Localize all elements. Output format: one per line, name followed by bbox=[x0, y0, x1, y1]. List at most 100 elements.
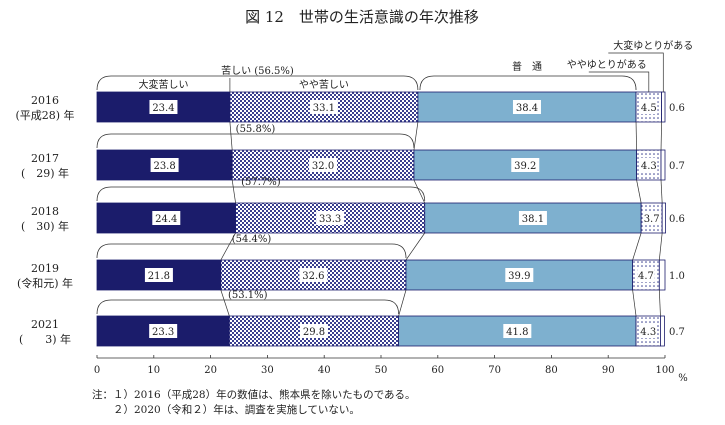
value-label-4-2017: 4.3 bbox=[641, 161, 657, 172]
category-era-2019: (令和元) 年 bbox=[17, 276, 73, 290]
value-label-3-2018: 38.1 bbox=[522, 214, 544, 225]
legend-series-1: 大変苦しい bbox=[138, 78, 188, 91]
value-label-2-2018: 33.3 bbox=[319, 214, 341, 225]
plot-area: 23.4 33.1 38.4 4.5 0.6 2016(平成28) 年 23.8 32.0 39… bbox=[15, 39, 693, 384]
connector-line bbox=[658, 232, 663, 261]
value-label-1-2016: 23.4 bbox=[152, 103, 174, 114]
connector-line bbox=[632, 289, 637, 317]
value-label-3-2019: 39.9 bbox=[508, 271, 530, 282]
value-label-box-3-2018 bbox=[518, 211, 547, 225]
brace-kurushii-2019 bbox=[96, 243, 407, 259]
value-label-3-2021: 41.8 bbox=[506, 327, 528, 338]
x-tick-label-80: 80 bbox=[545, 365, 558, 376]
value-label-box-3-2017 bbox=[511, 158, 540, 172]
x-axis-unit: % bbox=[678, 373, 688, 384]
value-label-box-2-2016 bbox=[309, 100, 338, 114]
brace-kurushii-2018 bbox=[96, 186, 426, 202]
value-label-3-2017: 39.2 bbox=[514, 161, 536, 172]
value-label-4-2018: 3.7 bbox=[644, 214, 660, 225]
x-tick-label-90: 90 bbox=[602, 365, 615, 376]
connector-line bbox=[405, 232, 426, 261]
value-label-1-2021: 23.3 bbox=[152, 327, 174, 338]
value-label-4-2019: 4.7 bbox=[638, 271, 654, 282]
x-tick-label-40: 40 bbox=[318, 365, 331, 376]
value-label-box-1-2017 bbox=[150, 158, 179, 172]
value-label-4-2021: 4.3 bbox=[640, 327, 656, 338]
value-label-5-2016: 0.6 bbox=[669, 103, 685, 114]
legend-series-2: やや苦しい bbox=[299, 78, 349, 91]
value-label-2-2016: 33.1 bbox=[313, 103, 335, 114]
legend-series-3: 普 通 bbox=[512, 60, 542, 73]
brace-kurushii-2021 bbox=[96, 299, 400, 315]
category-era-2016: (平成28) 年 bbox=[15, 108, 74, 122]
brace-kurushii-2017 bbox=[96, 133, 415, 149]
value-label-4-2016: 4.5 bbox=[641, 103, 657, 114]
x-tick-label-50: 50 bbox=[375, 365, 388, 376]
value-label-box-4-2019 bbox=[637, 268, 655, 282]
x-tick-label-30: 30 bbox=[261, 365, 274, 376]
category-year-2017: 2017 bbox=[31, 152, 59, 165]
chart-notes: 注：１）2016（平成28）年の数値は、熊本県を除いたものである。 ２）2020… bbox=[92, 388, 415, 418]
x-tick-label-70: 70 bbox=[488, 365, 501, 376]
kurushii-total-2021: (53.1%) bbox=[228, 290, 268, 301]
connector-line bbox=[660, 121, 662, 151]
x-tick-label-100: 100 bbox=[655, 365, 674, 376]
note-1: 注：１）2016（平成28）年の数値は、熊本県を除いたものである。 bbox=[92, 389, 416, 401]
value-label-box-2-2018 bbox=[316, 211, 345, 225]
value-label-box-1-2019 bbox=[144, 268, 173, 282]
category-era-2018: ( 30) 年 bbox=[21, 219, 69, 233]
value-label-box-3-2019 bbox=[505, 268, 534, 282]
value-label-1-2018: 24.4 bbox=[155, 214, 177, 225]
value-label-5-2017: 0.7 bbox=[669, 161, 685, 172]
value-label-box-1-2021 bbox=[149, 324, 178, 338]
bar-segment-5-2017 bbox=[660, 149, 666, 181]
legend-leader-series-4 bbox=[588, 71, 650, 92]
value-label-box-2-2021 bbox=[299, 324, 328, 338]
legend-series-5: 大変ゆとりがある bbox=[613, 39, 693, 52]
value-label-5-2019: 1.0 bbox=[669, 271, 685, 282]
connector-line bbox=[220, 289, 230, 317]
bar-segment-5-2018 bbox=[661, 202, 666, 234]
brace-kurushii-2016 bbox=[96, 75, 419, 91]
value-label-2-2017: 32.0 bbox=[312, 161, 334, 172]
value-label-box-3-2021 bbox=[503, 324, 532, 338]
category-year-2019: 2019 bbox=[31, 262, 59, 275]
category-year-2018: 2018 bbox=[31, 205, 59, 218]
value-label-box-4-2017 bbox=[640, 158, 658, 172]
kurushii-total-2018: (57.7%) bbox=[241, 177, 281, 188]
value-label-3-2016: 38.4 bbox=[516, 103, 538, 114]
value-label-5-2018: 0.6 bbox=[669, 214, 685, 225]
value-label-box-4-2016 bbox=[640, 100, 658, 114]
x-tick-label-60: 60 bbox=[431, 365, 444, 376]
connector-line bbox=[229, 121, 233, 151]
kurushii-total-2017: (55.8%) bbox=[236, 124, 276, 135]
connector-line bbox=[413, 121, 419, 151]
x-tick-label-10: 10 bbox=[147, 365, 160, 376]
legend-leader-series-5 bbox=[608, 52, 664, 92]
value-label-box-1-2018 bbox=[152, 211, 181, 225]
legend-series-4: ややゆとりがある bbox=[567, 58, 647, 71]
note-2: ２）2020（令和２）年は、調査を実施していない。 bbox=[92, 404, 360, 416]
legend-brace-series-3 bbox=[419, 75, 637, 91]
value-label-box-1-2016 bbox=[149, 100, 178, 114]
connector-line bbox=[632, 232, 642, 261]
category-year-2021: 2021 bbox=[31, 318, 59, 331]
value-label-2-2019: 32.6 bbox=[302, 271, 324, 282]
bar-segment-5-2021 bbox=[660, 315, 665, 347]
x-tick-label-0: 0 bbox=[94, 365, 100, 376]
value-label-1-2019: 21.8 bbox=[148, 271, 170, 282]
value-label-box-4-2018 bbox=[643, 211, 661, 225]
connector-line bbox=[658, 289, 661, 317]
category-year-2016: 2016 bbox=[31, 94, 59, 107]
chart-title: 図 12 世帯の生活意識の年次推移 bbox=[245, 8, 479, 26]
connector-line bbox=[398, 289, 407, 317]
value-label-2-2021: 29.8 bbox=[303, 327, 325, 338]
value-label-box-2-2019 bbox=[299, 268, 328, 282]
category-era-2017: ( 29) 年 bbox=[21, 166, 69, 180]
connector-line bbox=[413, 179, 426, 204]
connector-line bbox=[220, 232, 236, 261]
connector-line bbox=[231, 179, 236, 204]
bar-segment-5-2019 bbox=[658, 259, 666, 291]
bar-segment-5-2016 bbox=[661, 91, 666, 123]
